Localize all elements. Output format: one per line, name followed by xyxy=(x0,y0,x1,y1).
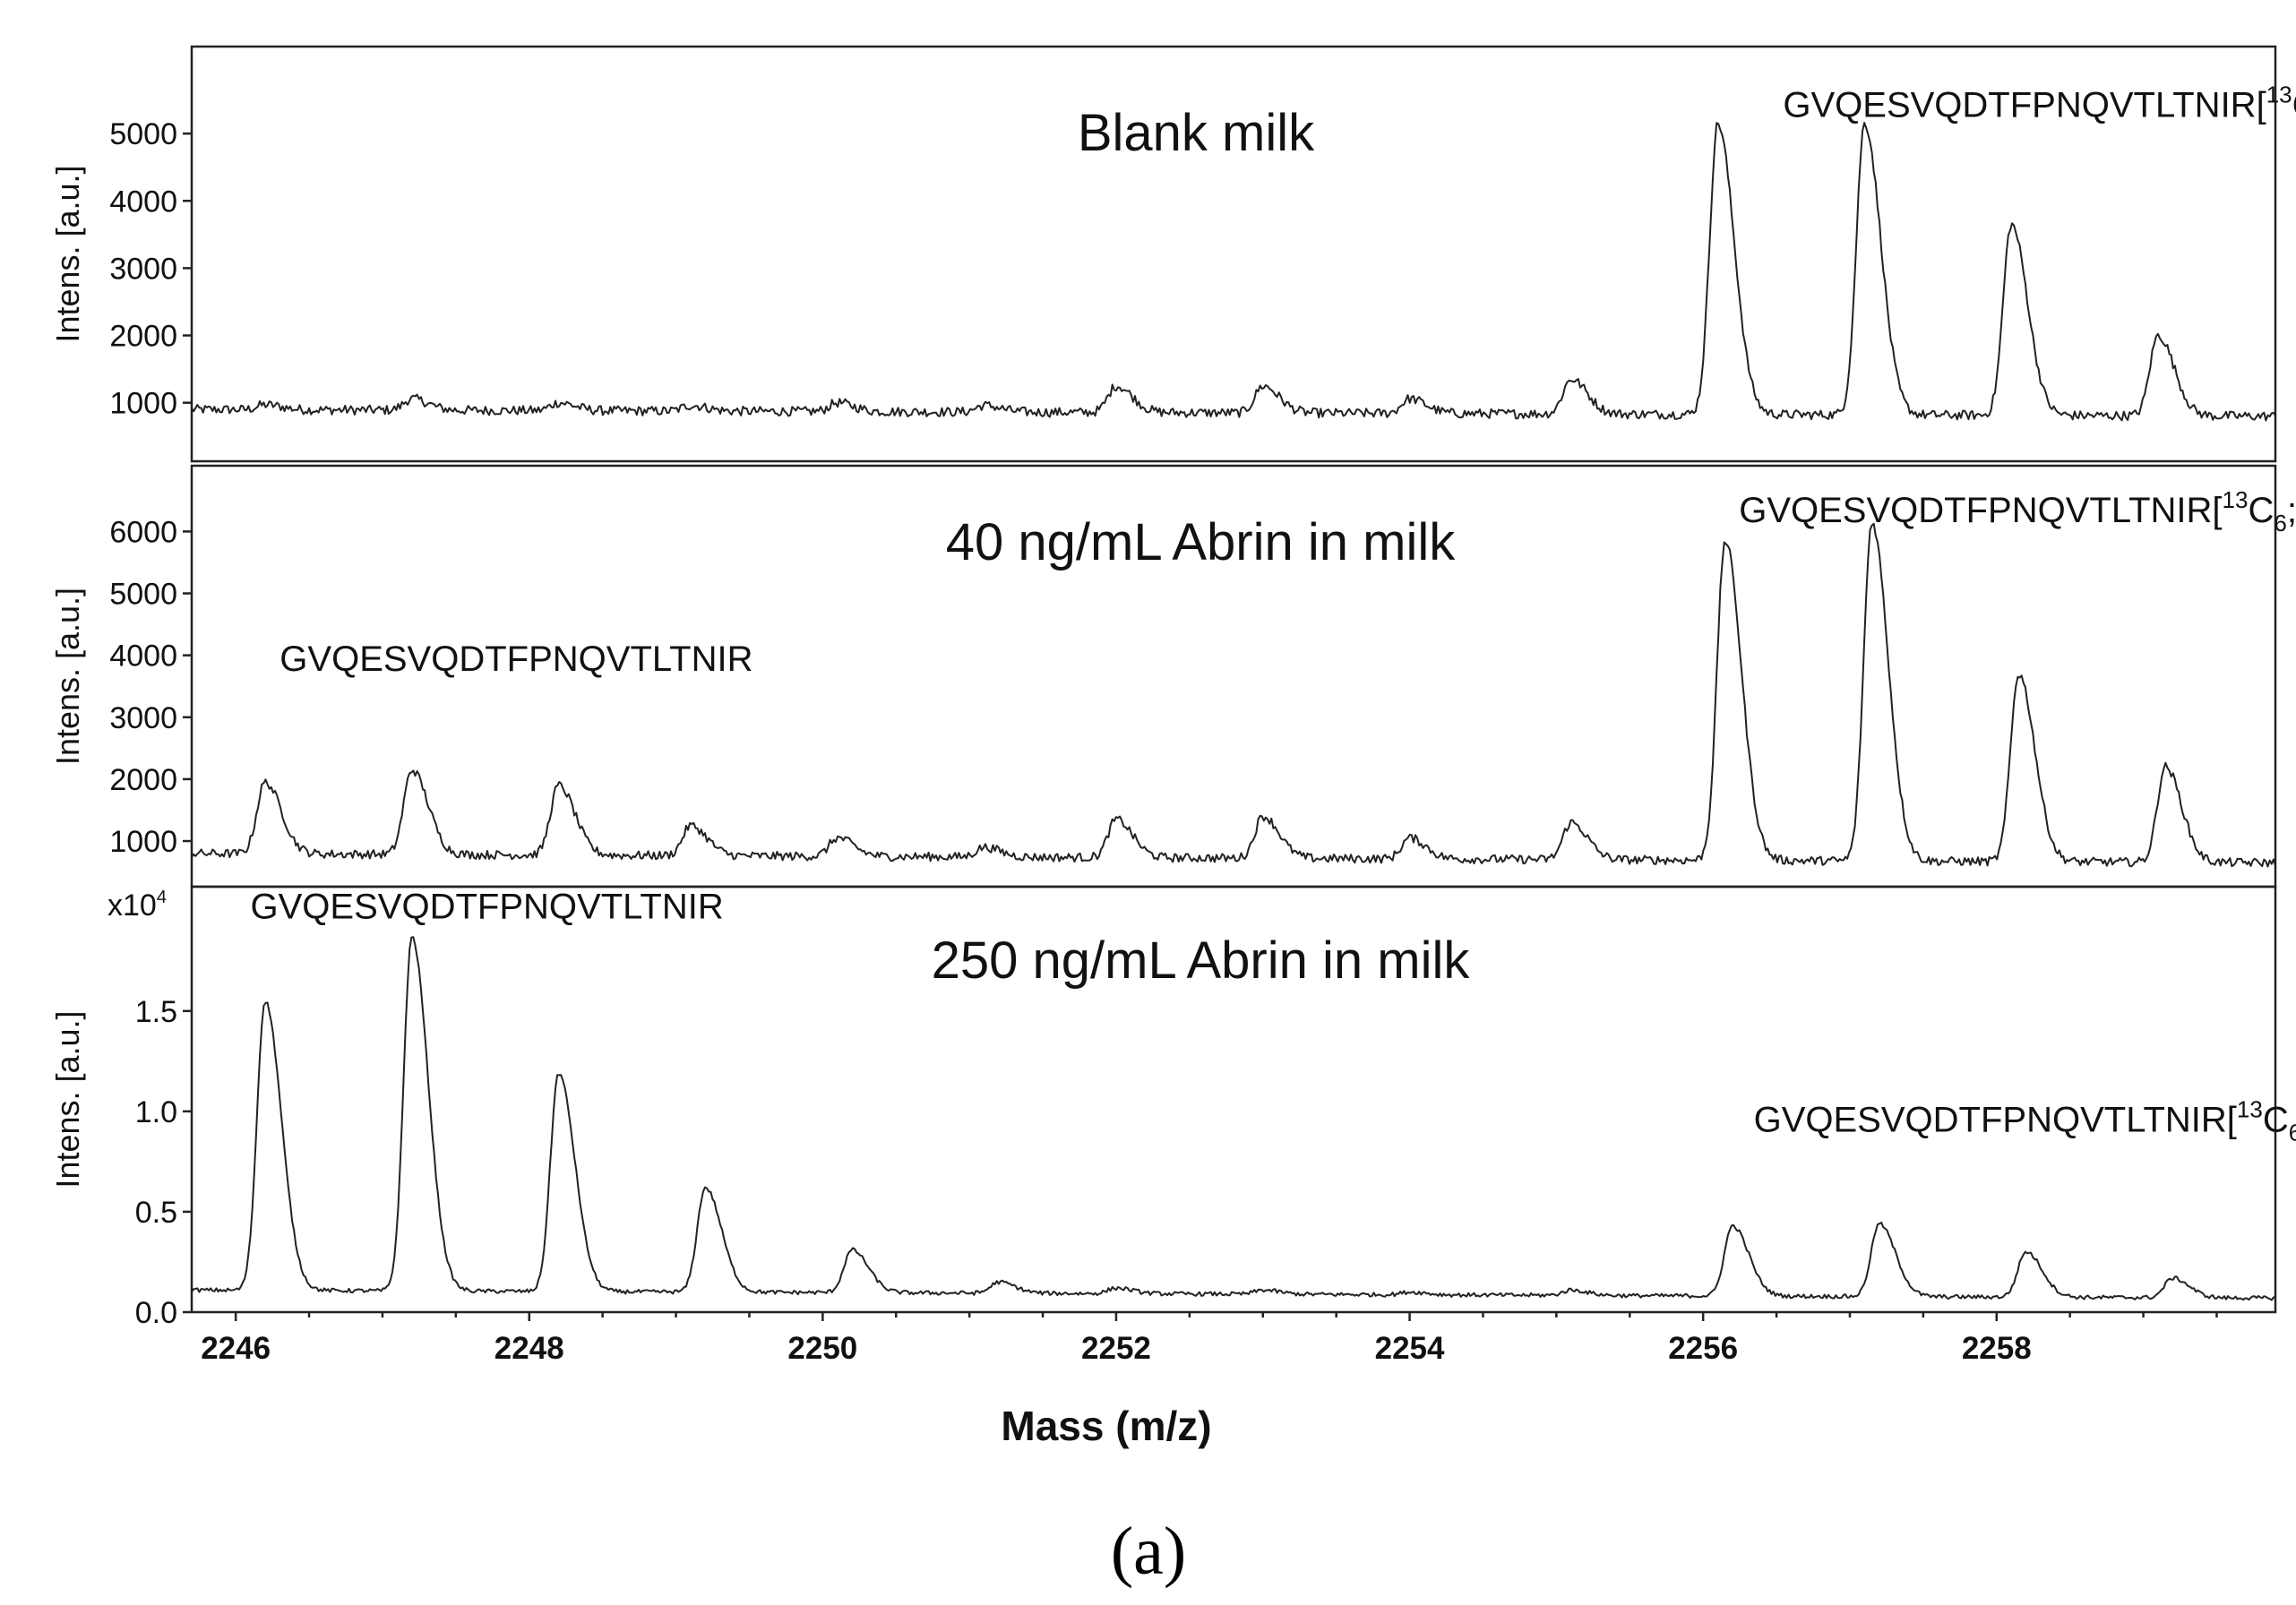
peak-point xyxy=(1262,385,1264,387)
y-tick-label: 4000 xyxy=(109,185,177,219)
y-tick-label: 1.0 xyxy=(135,1095,177,1129)
peak-point xyxy=(558,1072,560,1074)
y-axis-label: Intens. [a.u.] xyxy=(49,1010,86,1188)
x-tick-label: 2246 xyxy=(201,1331,271,1366)
spectrum-panel-1: 1000 2000 3000 4000 5000 Intens. [a.u.] Blank … xyxy=(49,45,2296,463)
spectrum-trace xyxy=(191,122,2276,422)
x-axis-label: Mass (m/z) xyxy=(1001,1403,1211,1449)
panel-title: 40 ng/mL Abrin in milk xyxy=(946,513,1456,571)
x-tick-label: 2250 xyxy=(787,1331,857,1366)
y-tick-label: 2000 xyxy=(109,763,177,797)
peak-point xyxy=(2017,673,2019,674)
panel-title: 250 ng/mL Abrin in milk xyxy=(932,931,1471,990)
y-tick-label: 3000 xyxy=(109,252,177,286)
x-tick-label: 2254 xyxy=(1375,1331,1445,1366)
isotope-peptide-annotation: GVQESVQDTFPNQVTLTNIR[13C6;15N4] xyxy=(1739,486,2296,536)
spectrum-trace xyxy=(191,936,2275,1301)
y-scale-label: x104 xyxy=(107,888,167,923)
y-tick-label: 0.5 xyxy=(135,1196,177,1230)
x-tick-label: 2248 xyxy=(494,1331,564,1366)
y-tick-label: 4000 xyxy=(109,639,177,674)
peak-point xyxy=(1570,378,1572,380)
peak-point xyxy=(264,1000,266,1002)
isotope-peptide-annotation: GVQESVQDTFPNQVTLTNIR[13C6;15N4] xyxy=(1754,1095,2296,1146)
isotope-peptide-annotation: GVQESVQDTFPNQVTLTNIR[13C6;15N4] xyxy=(1783,81,2296,131)
y-tick-label: 2000 xyxy=(109,320,177,354)
spectrum-panel-3: 0.0 0.5 1.0 1.5 Intens. [a.u.] x104 250 ng/mL … xyxy=(49,885,2296,1330)
spectrum-panel-2: 1000 2000 3000 4000 5000 6000 Intens. [a.u.] 40… xyxy=(49,464,2296,888)
x-tick-label: 2256 xyxy=(1668,1331,1738,1366)
peptide-annotation: GVQESVQDTFPNQVTLTNIR xyxy=(251,888,724,927)
x-tick-label: 2258 xyxy=(1962,1331,2032,1366)
peak-point xyxy=(690,405,692,407)
y-tick-label: 1000 xyxy=(109,825,177,859)
peak-point xyxy=(558,402,560,404)
y-tick-label: 3000 xyxy=(109,701,177,735)
panel-title: Blank milk xyxy=(1078,104,1315,162)
y-tick-label: 0.0 xyxy=(135,1296,177,1330)
y-axis-label: Intens. [a.u.] xyxy=(49,588,86,765)
y-tick-label: 5000 xyxy=(109,117,177,151)
y-tick-label: 1.5 xyxy=(135,995,177,1029)
y-tick-label: 6000 xyxy=(109,515,177,549)
panel-frame xyxy=(190,45,2277,463)
peak-point xyxy=(1115,385,1117,387)
y-tick-label: 5000 xyxy=(109,578,177,612)
x-axis: 2246 2248 2250 2252 2254 2256 2258 Mass (m/z) xyxy=(201,1312,2218,1449)
peptide-annotation: GVQESVQDTFPNQVTLTNIR xyxy=(279,639,752,679)
spectrum-trace xyxy=(191,522,2276,868)
panel-frame xyxy=(190,885,2277,1314)
x-tick-label: 2252 xyxy=(1081,1331,1151,1366)
y-axis-label: Intens. [a.u.] xyxy=(49,165,86,342)
figure-caption: (a) xyxy=(1111,1514,1186,1589)
y-tick-label: 1000 xyxy=(109,387,177,421)
